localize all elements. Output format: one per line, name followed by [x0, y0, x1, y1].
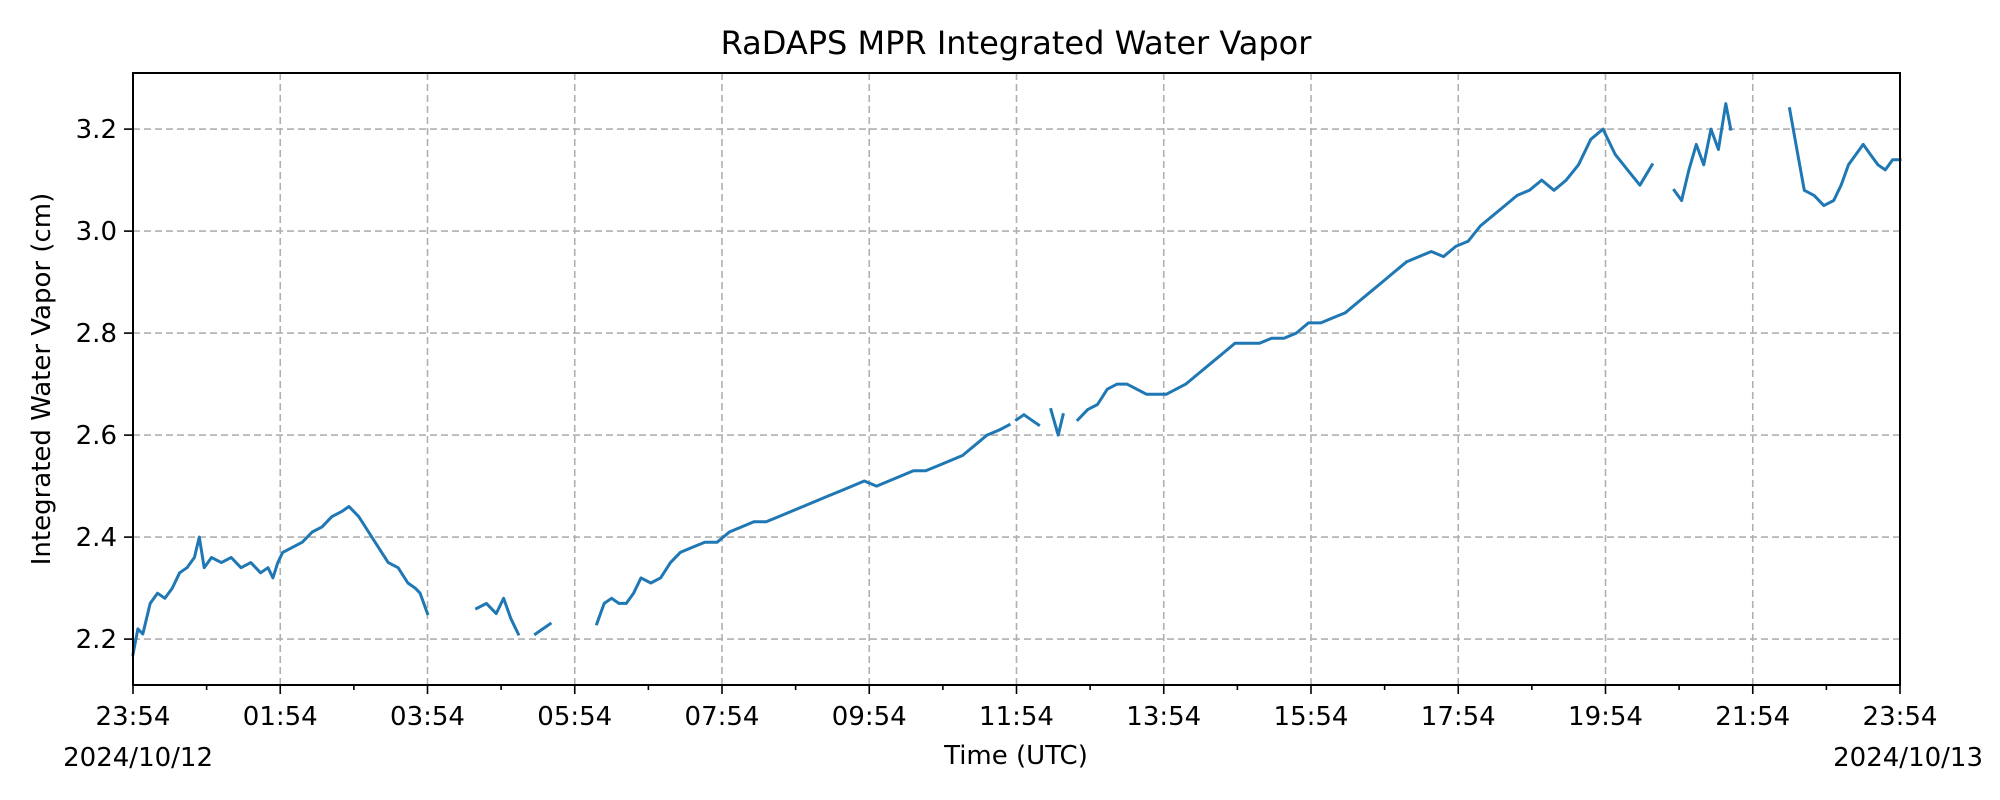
x-tick-label: 21:54 [1715, 702, 1790, 732]
iwv-series-segment [1672, 102, 1733, 202]
x-tick-label: 15:54 [1274, 702, 1349, 732]
x-tick-label: 17:54 [1421, 702, 1496, 732]
x-end-date-label: 2024/10/13 [1833, 743, 1983, 773]
iwv-series-segment [594, 422, 1012, 626]
x-axis-label: Time (UTC) [943, 741, 1088, 771]
iwv-series-segment [1075, 127, 1655, 422]
x-tick-label: 23:54 [1863, 702, 1938, 732]
grid-layer [133, 73, 1900, 685]
x-tick-label: 13:54 [1126, 702, 1201, 732]
chart-title: RaDAPS MPR Integrated Water Vapor [721, 24, 1313, 62]
x-tick-label: 23:54 [96, 702, 171, 732]
y-tick-label: 2.2 [76, 625, 117, 655]
y-tick-label: 2.4 [76, 523, 117, 553]
iwv-series-segment [1787, 106, 1902, 208]
x-start-date-label: 2024/10/12 [63, 743, 213, 773]
x-tick-label: 07:54 [685, 702, 760, 732]
iwv-series-segment [1049, 407, 1065, 437]
iwv-series-segment [533, 621, 553, 637]
tick-layer: 23:54 01:54 03:54 05:54 07:54 09:54 11:54 13:54… [76, 115, 1938, 732]
x-tick-label: 09:54 [832, 702, 907, 732]
iwv-series-segment [131, 505, 430, 657]
x-tick-label: 11:54 [979, 702, 1054, 732]
y-tick-label: 3.2 [76, 115, 117, 145]
x-tick-label: 01:54 [243, 702, 318, 732]
iwv-series-segment [1014, 413, 1041, 427]
x-tick-label: 05:54 [537, 702, 612, 732]
x-tick-label: 03:54 [390, 702, 465, 732]
x-tick-label: 19:54 [1568, 702, 1643, 732]
y-axis-label: Integrated Water Vapor (cm) [27, 193, 57, 566]
y-tick-label: 2.8 [76, 319, 117, 349]
y-tick-label: 2.6 [76, 421, 117, 451]
iwv-series-segment [474, 596, 521, 637]
series-layer [131, 102, 1902, 657]
y-tick-label: 3.0 [76, 217, 117, 247]
